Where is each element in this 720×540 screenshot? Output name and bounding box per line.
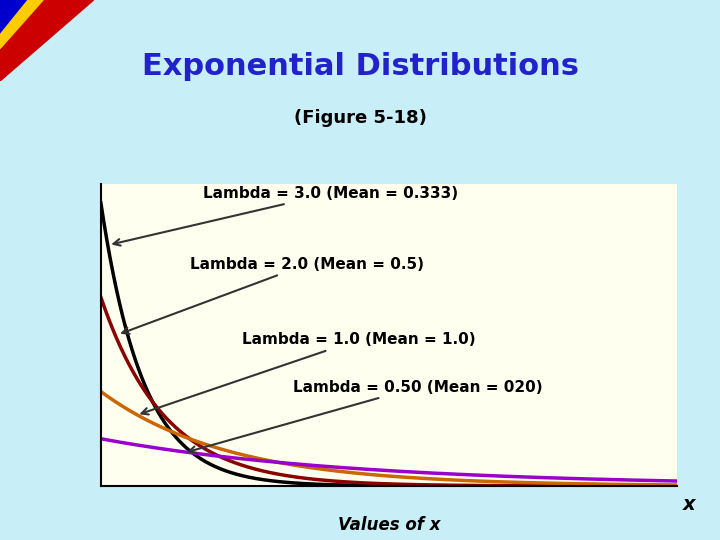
Text: (Figure 5-18): (Figure 5-18) bbox=[294, 109, 426, 127]
Polygon shape bbox=[0, 0, 94, 81]
Text: Exponential Distributions: Exponential Distributions bbox=[142, 52, 578, 82]
Text: Lambda = 2.0 (Mean = 0.5): Lambda = 2.0 (Mean = 0.5) bbox=[122, 256, 424, 334]
Text: Lambda = 1.0 (Mean = 1.0): Lambda = 1.0 (Mean = 1.0) bbox=[141, 332, 475, 415]
Text: Lambda = 0.50 (Mean = 020): Lambda = 0.50 (Mean = 020) bbox=[189, 380, 542, 453]
Text: x: x bbox=[683, 495, 696, 514]
Text: Values of x: Values of x bbox=[338, 516, 440, 534]
Polygon shape bbox=[0, 0, 43, 49]
Polygon shape bbox=[0, 0, 42, 36]
Text: Lambda = 3.0 (Mean = 0.333): Lambda = 3.0 (Mean = 0.333) bbox=[114, 186, 459, 246]
